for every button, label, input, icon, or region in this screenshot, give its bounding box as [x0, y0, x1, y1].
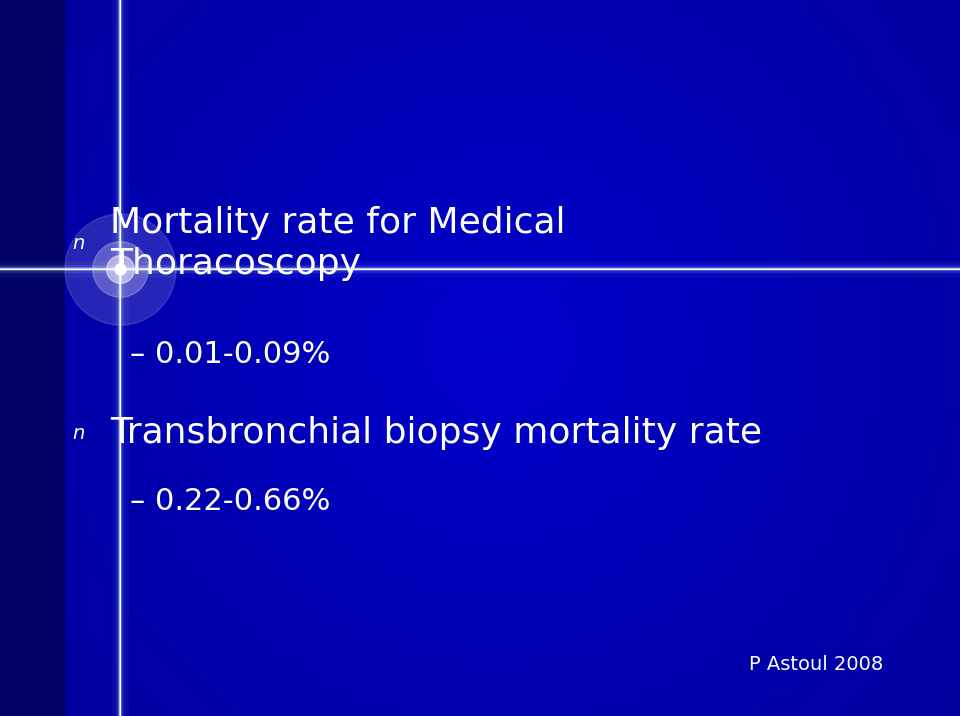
Text: – 0.01-0.09%: – 0.01-0.09% — [130, 340, 330, 369]
Bar — [0, 0, 65, 716]
Text: n: n — [73, 424, 84, 442]
Text: n: n — [73, 234, 84, 253]
Text: Transbronchial biopsy mortality rate: Transbronchial biopsy mortality rate — [110, 416, 762, 450]
Text: P Astoul 2008: P Astoul 2008 — [749, 655, 883, 674]
Text: – 0.22-0.66%: – 0.22-0.66% — [130, 487, 330, 516]
Text: Mortality rate for Medical
Thoracoscopy: Mortality rate for Medical Thoracoscopy — [110, 206, 565, 281]
